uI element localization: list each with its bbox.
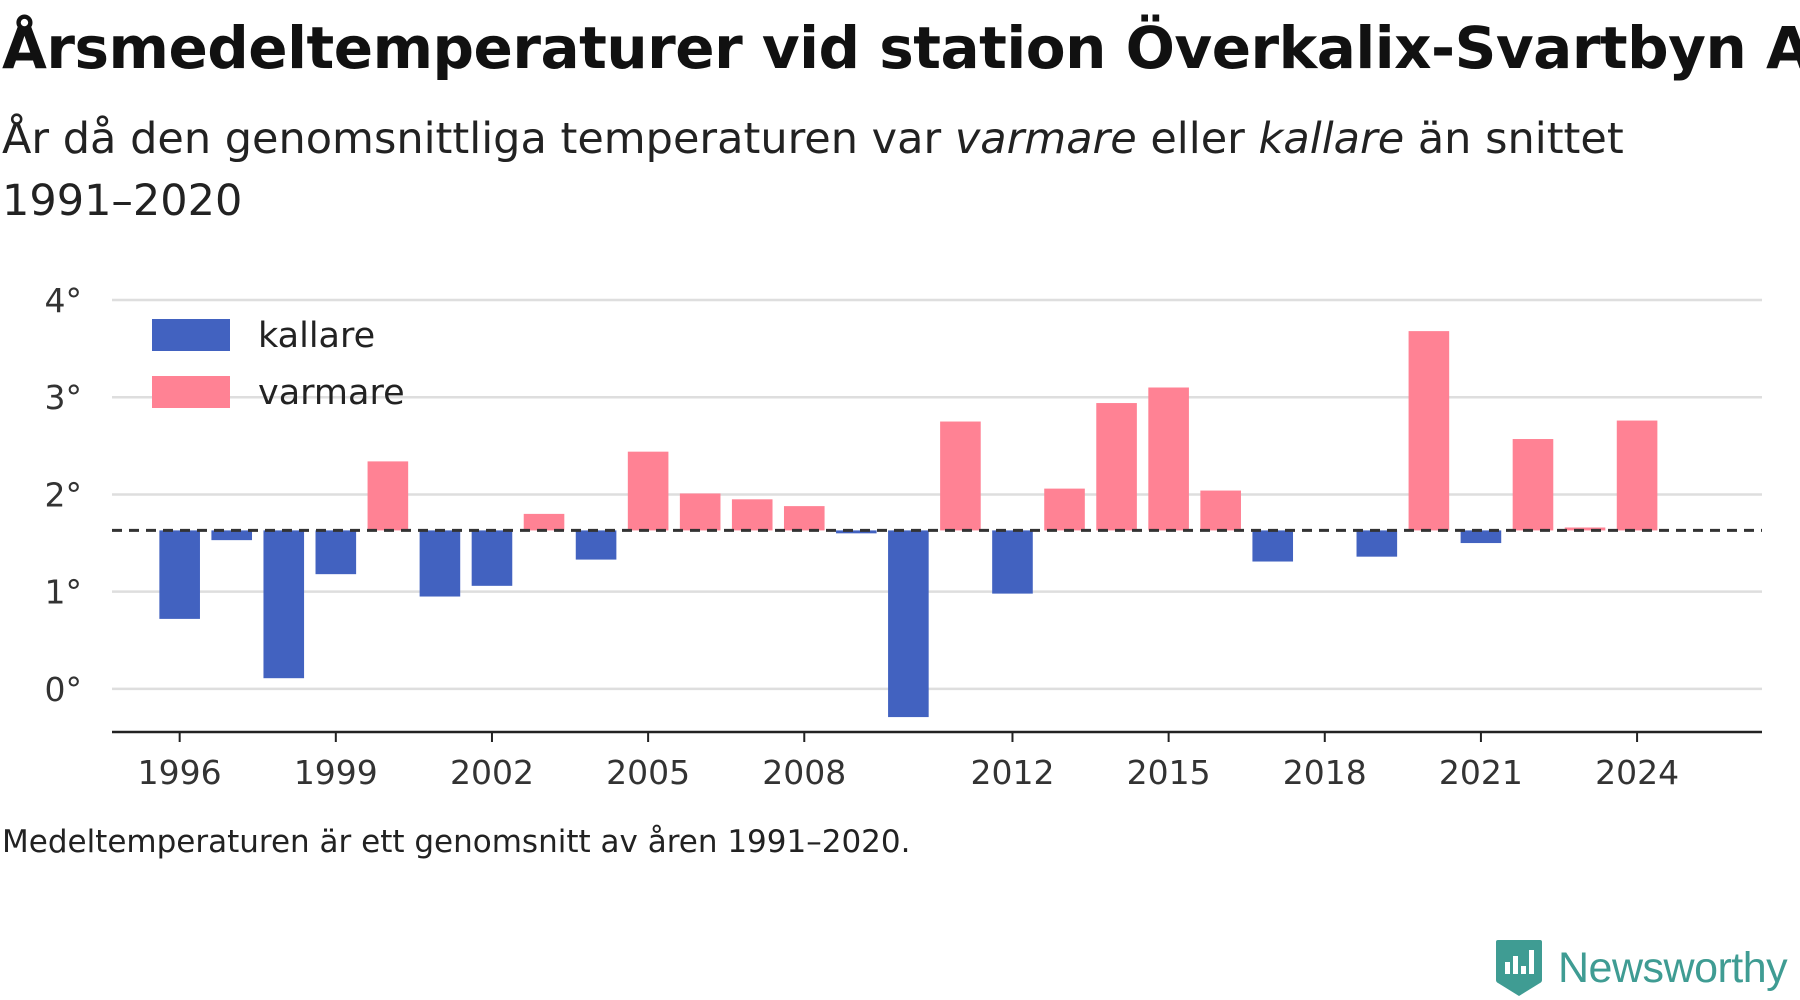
bar-2020 (1408, 331, 1450, 531)
bar-2022 (1512, 439, 1554, 531)
bar-2008 (783, 506, 825, 531)
newsworthy-logo-icon (1496, 940, 1542, 996)
bar-2016 (1200, 490, 1241, 531)
bar-2004 (575, 530, 617, 560)
bar-2001 (419, 530, 461, 597)
bar-2007 (731, 499, 773, 531)
bars (159, 331, 1658, 718)
bar-2002 (471, 530, 513, 586)
bar-1999 (315, 530, 357, 575)
x-tick-label: 2015 (1127, 753, 1211, 790)
x-tick-label: 1996 (138, 753, 222, 790)
bar-1997 (211, 530, 253, 541)
bar-2009 (836, 530, 877, 534)
footnote: Medeltemperaturen är ett genomsnitt av å… (2, 824, 911, 860)
legend-swatch-kallare (152, 319, 230, 351)
bar-2013 (1044, 488, 1085, 531)
subtitle-warmer-word: varmare (954, 114, 1137, 164)
x-tick-label: 2005 (606, 753, 690, 790)
bar-1996 (159, 530, 200, 619)
x-tick-label: 2021 (1439, 753, 1523, 790)
brand: Newsworthy (1494, 938, 1788, 998)
x-tick-label: 2008 (762, 753, 846, 790)
bar-2024 (1616, 420, 1658, 531)
subtitle-text-2: eller (1136, 114, 1259, 164)
bar-1998 (263, 530, 305, 679)
x-tick-label: 2018 (1283, 753, 1367, 790)
legend: kallare varmare (152, 316, 405, 413)
subtitle-text-1: År då den genomsnittliga temperaturen va… (2, 114, 955, 164)
bar-2014 (1096, 403, 1137, 531)
bar-2023 (1564, 527, 1606, 531)
y-tick-label: 0° (45, 670, 83, 709)
y-tick-label: 4° (45, 281, 83, 320)
bar-2019 (1356, 530, 1398, 557)
subtitle-colder-word: kallare (1258, 114, 1405, 164)
legend-label-kallare: kallare (258, 316, 375, 356)
legend-label-varmare: varmare (258, 373, 405, 413)
bar-2003 (523, 513, 565, 531)
bar-2015 (1148, 387, 1189, 531)
bar-2021 (1460, 530, 1502, 544)
subtitle-text-3: än snittet 1991–2020 (2, 114, 1624, 226)
x-tick-label: 2002 (450, 753, 534, 790)
bar-2011 (940, 421, 981, 531)
x-axis-ticks: 1996 1999 2002 2005 2008 2012 2015 2018 2021 2024 (138, 732, 1679, 790)
gridlines (112, 298, 1762, 691)
x-tick-label: 2024 (1595, 753, 1679, 790)
x-tick-label: 2012 (970, 753, 1054, 790)
bar-2000 (367, 461, 409, 531)
y-tick-label: 3° (45, 378, 83, 417)
legend-swatch-varmare (152, 376, 230, 408)
bar-2012 (992, 530, 1033, 594)
bar-2005 (627, 451, 669, 531)
y-tick-label: 2° (45, 475, 83, 514)
y-axis-tick-labels: 0° 1° 2° 3° 4° (45, 281, 83, 709)
x-tick-label: 1999 (294, 753, 378, 790)
y-tick-label: 1° (45, 573, 83, 612)
bar-2017 (1252, 530, 1294, 562)
bar-2010 (888, 530, 929, 718)
bar-2006 (679, 493, 721, 531)
temperature-bar-chart: 0° 1° 2° 3° 4° 1996 1999 2002 2005 2008 2012 2015 2… (45, 281, 1762, 790)
brand-name: Newsworthy (1558, 944, 1788, 992)
chart-subtitle: År då den genomsnittliga temperaturen va… (2, 108, 1702, 232)
chart-title: Årsmedeltemperaturer vid station Överkal… (2, 14, 1800, 82)
